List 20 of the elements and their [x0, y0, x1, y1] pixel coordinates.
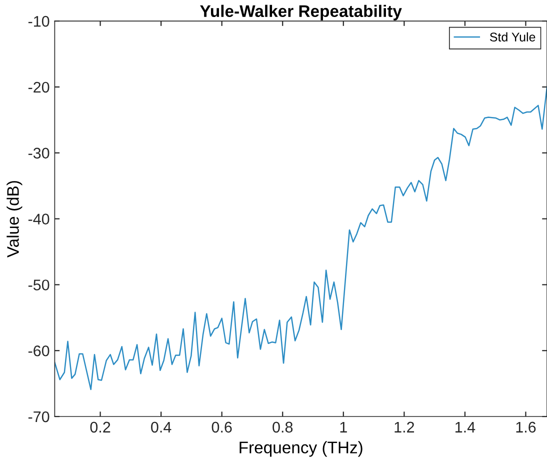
x-tick-label: 0.2 — [90, 422, 110, 433]
x-tick-label: 1.4 — [455, 422, 476, 432]
y-tick-label: -70 — [28, 411, 50, 422]
chart-title: Yule-Walker Repeatability — [200, 4, 402, 20]
y-tick-label: -10 — [28, 16, 50, 27]
y-tick-label: -50 — [28, 280, 50, 290]
x-axis-title: Frequency (THz) — [240, 441, 362, 457]
line-series — [54, 86, 547, 390]
x-tick-label: 1.6 — [516, 422, 536, 433]
legend-label: Std Yule — [490, 32, 536, 42]
x-tick-label: 0.8 — [272, 422, 293, 433]
y-axis-title: Value (dB) — [6, 181, 22, 258]
y-tick-label: -20 — [28, 82, 50, 93]
y-tick-label: -40 — [28, 214, 50, 224]
x-tick-label: 1.2 — [394, 422, 414, 432]
x-tick-label: 0.4 — [151, 422, 172, 433]
x-tick-label: 0.6 — [212, 422, 232, 433]
x-tick-label: 1 — [340, 422, 347, 432]
y-tick-label: -60 — [28, 345, 50, 356]
y-tick-label: -30 — [28, 148, 50, 159]
